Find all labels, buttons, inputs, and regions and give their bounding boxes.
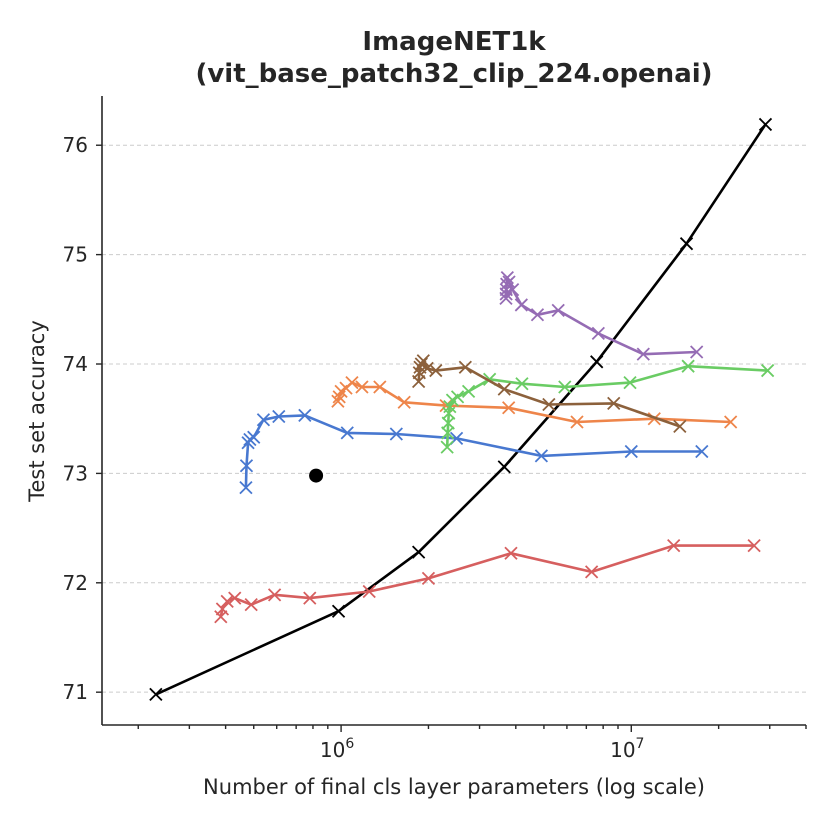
data-point [441, 416, 455, 430]
data-point [239, 459, 254, 473]
data-point [215, 602, 230, 616]
y-tick-label: 75 [63, 243, 88, 267]
data-point [695, 444, 709, 459]
series-purple [499, 270, 704, 361]
data-point [303, 591, 317, 605]
data-point [429, 363, 443, 378]
series-brown [411, 354, 687, 433]
reference-point [309, 468, 324, 483]
data-point [534, 449, 549, 463]
data-point [228, 591, 242, 605]
x-tick-label: 107 [610, 736, 644, 762]
data-point [499, 287, 513, 301]
y-axis-label: Test set accuracy [25, 320, 49, 503]
data-point [247, 430, 261, 444]
data-point [214, 610, 228, 624]
series-layer [149, 117, 775, 702]
data-point [441, 426, 455, 440]
data-point [679, 237, 694, 251]
data-point [758, 117, 773, 132]
series-line-green [445, 364, 768, 448]
data-point [551, 303, 565, 318]
x-tick-label: 106 [320, 736, 354, 762]
data-point [373, 380, 387, 394]
data-point [724, 415, 738, 429]
data-point [623, 375, 637, 390]
data-point [624, 444, 638, 459]
data-point [607, 396, 621, 411]
data-point [411, 545, 426, 559]
series-line-red [219, 544, 755, 617]
chart-title-line-2: (vit_base_patch32_clip_224.openai) [195, 59, 712, 89]
data-point [570, 415, 584, 429]
data-point [458, 360, 472, 374]
data-point [239, 480, 253, 495]
data-point [760, 363, 775, 378]
data-point [681, 359, 695, 373]
data-point [362, 584, 376, 599]
y-tick-label: 76 [63, 133, 88, 157]
data-point [502, 401, 516, 415]
data-point [244, 598, 258, 612]
data-point [747, 538, 761, 553]
grid-layer [102, 144, 806, 693]
data-point [514, 298, 528, 312]
data-point [591, 326, 605, 341]
data-point [499, 282, 513, 297]
data-point [331, 394, 345, 408]
data-point [502, 275, 516, 289]
series-line-purple [504, 276, 697, 356]
data-point [440, 440, 454, 454]
data-point [515, 377, 529, 391]
data-point [220, 594, 234, 609]
axis-layer [101, 96, 806, 726]
data-point [397, 395, 411, 409]
data-point [420, 361, 434, 376]
y-tick-label: 72 [63, 571, 88, 595]
data-point [667, 538, 681, 553]
data-point [505, 282, 520, 297]
data-point [345, 375, 359, 390]
data-point [690, 345, 704, 359]
series-line-orange [336, 381, 731, 424]
data-point [500, 270, 514, 285]
data-point [414, 357, 428, 371]
data-point [497, 460, 511, 474]
y-tick-label: 71 [63, 680, 88, 704]
series-green [440, 359, 775, 454]
y-tick-label: 74 [63, 352, 88, 376]
data-point [497, 382, 511, 396]
data-point [256, 413, 271, 427]
data-point [584, 565, 599, 579]
data-point [450, 390, 465, 404]
x-axis-label: Number of final cls layer parameters (lo… [203, 775, 705, 799]
series-black [149, 117, 773, 702]
data-point [421, 571, 436, 586]
data-point [461, 384, 476, 398]
data-point [267, 588, 282, 602]
data-point [673, 419, 687, 433]
data-point [530, 308, 545, 322]
data-point [340, 426, 354, 440]
data-point [355, 380, 369, 394]
series-red [214, 538, 761, 624]
data-point [149, 687, 163, 702]
data-point [416, 354, 430, 368]
tick-layer: 71 72 73 74 75 76 106 107 [63, 133, 807, 762]
data-point [558, 380, 572, 394]
y-tick-label: 73 [63, 461, 88, 485]
data-point [298, 408, 312, 423]
series-blue [239, 408, 709, 495]
data-point [272, 409, 286, 424]
data-point [542, 397, 556, 412]
data-point [504, 546, 518, 560]
data-point [331, 604, 346, 618]
data-point [636, 347, 650, 361]
data-point [243, 432, 257, 447]
data-point [389, 427, 403, 441]
data-point [590, 355, 604, 369]
chart-title-line-1: ImageNET1k [362, 27, 546, 57]
